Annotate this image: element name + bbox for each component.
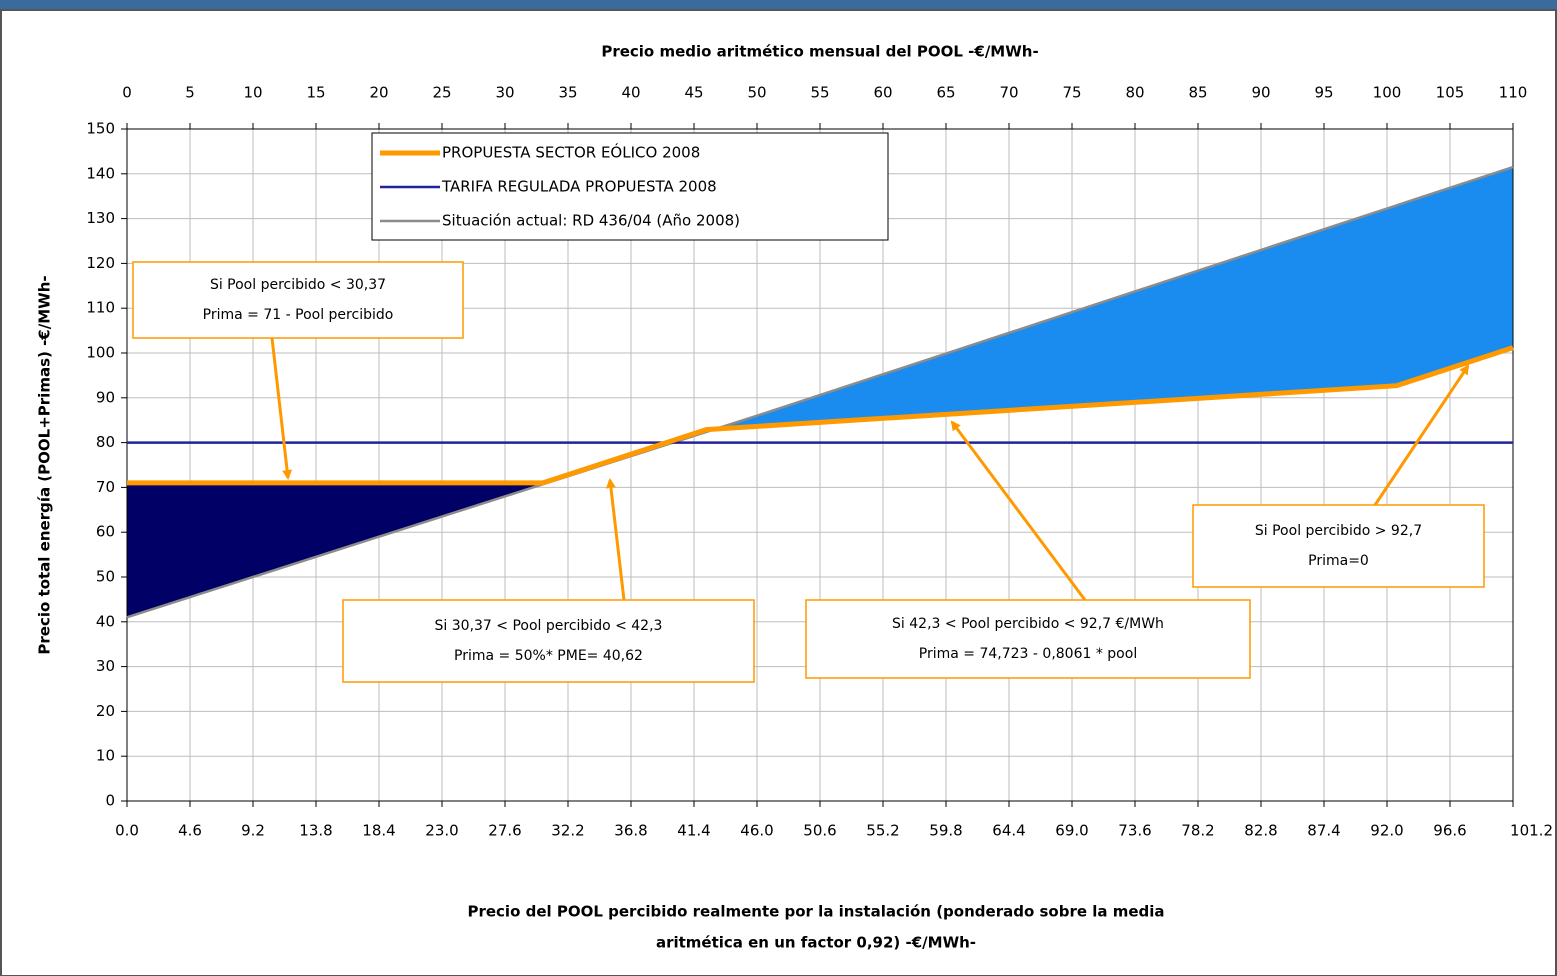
x2-tick-label: 45 xyxy=(684,84,703,102)
annotation-box xyxy=(1192,504,1485,588)
annotation-box xyxy=(805,599,1251,679)
legend-label: Situación actual: RD 436/04 (Año 2008) xyxy=(442,212,740,230)
x-tick-label: 41.4 xyxy=(677,822,710,840)
area-fill xyxy=(127,347,1513,618)
annotation-box xyxy=(132,261,464,339)
x-tick-label: 87.4 xyxy=(1307,822,1340,840)
annotation-text: Si 42,3 < Pool percibido < 92,7 €/MWh xyxy=(892,616,1164,632)
x2-tick-label: 35 xyxy=(558,84,577,102)
x2-tick-label: 75 xyxy=(1062,84,1081,102)
x-tick-label: 36.8 xyxy=(614,822,647,840)
annotation-arrow xyxy=(270,337,293,480)
x-tick-label: 92.0 xyxy=(1370,822,1403,840)
x2-tick-label: 20 xyxy=(369,84,388,102)
x-tick-label: 23.0 xyxy=(425,822,458,840)
annotation-box xyxy=(342,599,755,683)
annotation-text: Prima = 74,723 - 0,8061 * pool xyxy=(919,646,1137,662)
x-tick-label: 82.8 xyxy=(1244,822,1277,840)
x2-tick-label: 50 xyxy=(747,84,766,102)
annotation-text: Prima = 50%* PME= 40,62 xyxy=(454,648,643,664)
x-axis-label: aritmética en un factor 0,92) -€/MWh- xyxy=(656,934,976,952)
x2-tick-label: 30 xyxy=(495,84,514,102)
x2-tick-label: 55 xyxy=(810,84,829,102)
x-axis-label: Precio del POOL percibido realmente por … xyxy=(467,903,1164,921)
y-axis-label: Precio total energía (POOL+Primas) -€/MW… xyxy=(36,275,54,654)
x-tick-label: 50.6 xyxy=(803,822,836,840)
x2-tick-label: 65 xyxy=(936,84,955,102)
y-tick-label: 10 xyxy=(96,747,115,765)
y-tick-label: 0 xyxy=(105,792,115,810)
annotation-text: Prima=0 xyxy=(1308,553,1369,569)
y-tick-label: 50 xyxy=(96,568,115,586)
x2-tick-label: 85 xyxy=(1188,84,1207,102)
y-tick-label: 140 xyxy=(86,164,115,182)
x2-tick-label: 110 xyxy=(1499,84,1528,102)
annotation-arrow xyxy=(950,420,1087,601)
x-tick-label: 46.0 xyxy=(740,822,773,840)
y-tick-label: 60 xyxy=(96,523,115,541)
x2-tick-label: 105 xyxy=(1436,84,1465,102)
series-line xyxy=(126,165,1514,619)
x-tick-label: 9.2 xyxy=(241,822,265,840)
chart-title: Precio medio aritmético mensual del POOL… xyxy=(601,43,1038,61)
x2-tick-label: 95 xyxy=(1314,84,1333,102)
y-tick-label: 40 xyxy=(96,612,115,630)
y-tick-label: 110 xyxy=(86,299,115,317)
y-tick-label: 80 xyxy=(96,433,115,451)
series-line xyxy=(127,345,1514,486)
x-tick-label: 55.2 xyxy=(866,822,899,840)
y-tick-label: 130 xyxy=(86,209,115,227)
x2-tick-label: 25 xyxy=(432,84,451,102)
y-tick-label: 150 xyxy=(86,120,115,138)
annotation-arrow xyxy=(605,478,626,601)
x2-tick-label: 80 xyxy=(1125,84,1144,102)
x-tick-label: 13.8 xyxy=(299,822,332,840)
y-tick-label: 30 xyxy=(96,657,115,675)
x2-tick-label: 70 xyxy=(999,84,1018,102)
legend-label: PROPUESTA SECTOR EÓLICO 2008 xyxy=(442,143,700,162)
x-tick-label: 96.6 xyxy=(1433,822,1466,840)
annotation-text: Prima = 71 - Pool percibido xyxy=(203,307,394,323)
y-tick-label: 70 xyxy=(96,478,115,496)
x2-tick-label: 10 xyxy=(243,84,262,102)
legend-label: TARIFA REGULADA PROPUESTA 2008 xyxy=(441,178,717,196)
x2-tick-label: 60 xyxy=(873,84,892,102)
x-tick-label: 78.2 xyxy=(1181,822,1214,840)
x-tick-label: 4.6 xyxy=(178,822,202,840)
x-tick-label: 0.0 xyxy=(115,822,139,840)
x2-tick-label: 90 xyxy=(1251,84,1270,102)
x2-tick-label: 0 xyxy=(122,84,132,102)
annotation-text: Si Pool percibido > 92,7 xyxy=(1255,523,1422,539)
annotation-arrow xyxy=(1373,364,1470,506)
header-bar xyxy=(0,0,1557,10)
x2-tick-label: 40 xyxy=(621,84,640,102)
y-tick-label: 120 xyxy=(86,254,115,272)
x-tick-label: 101.2 xyxy=(1510,822,1553,840)
x2-tick-label: 15 xyxy=(306,84,325,102)
x-tick-label: 18.4 xyxy=(362,822,395,840)
x-tick-label: 59.8 xyxy=(929,822,962,840)
x2-tick-label: 100 xyxy=(1373,84,1402,102)
y-tick-label: 100 xyxy=(86,344,115,362)
x2-tick-label: 5 xyxy=(185,84,195,102)
x-tick-label: 69.0 xyxy=(1055,822,1088,840)
frame xyxy=(0,9,1557,976)
x-tick-label: 64.4 xyxy=(992,822,1025,840)
y-tick-label: 90 xyxy=(96,388,115,406)
x-tick-label: 73.6 xyxy=(1118,822,1151,840)
legend-box xyxy=(371,132,889,241)
annotation-text: Si Pool percibido < 30,37 xyxy=(210,277,386,293)
annotation-text: Si 30,37 < Pool percibido < 42,3 xyxy=(435,618,663,634)
y-tick-label: 20 xyxy=(96,702,115,720)
x-tick-label: 27.6 xyxy=(488,822,521,840)
x-tick-label: 32.2 xyxy=(551,822,584,840)
